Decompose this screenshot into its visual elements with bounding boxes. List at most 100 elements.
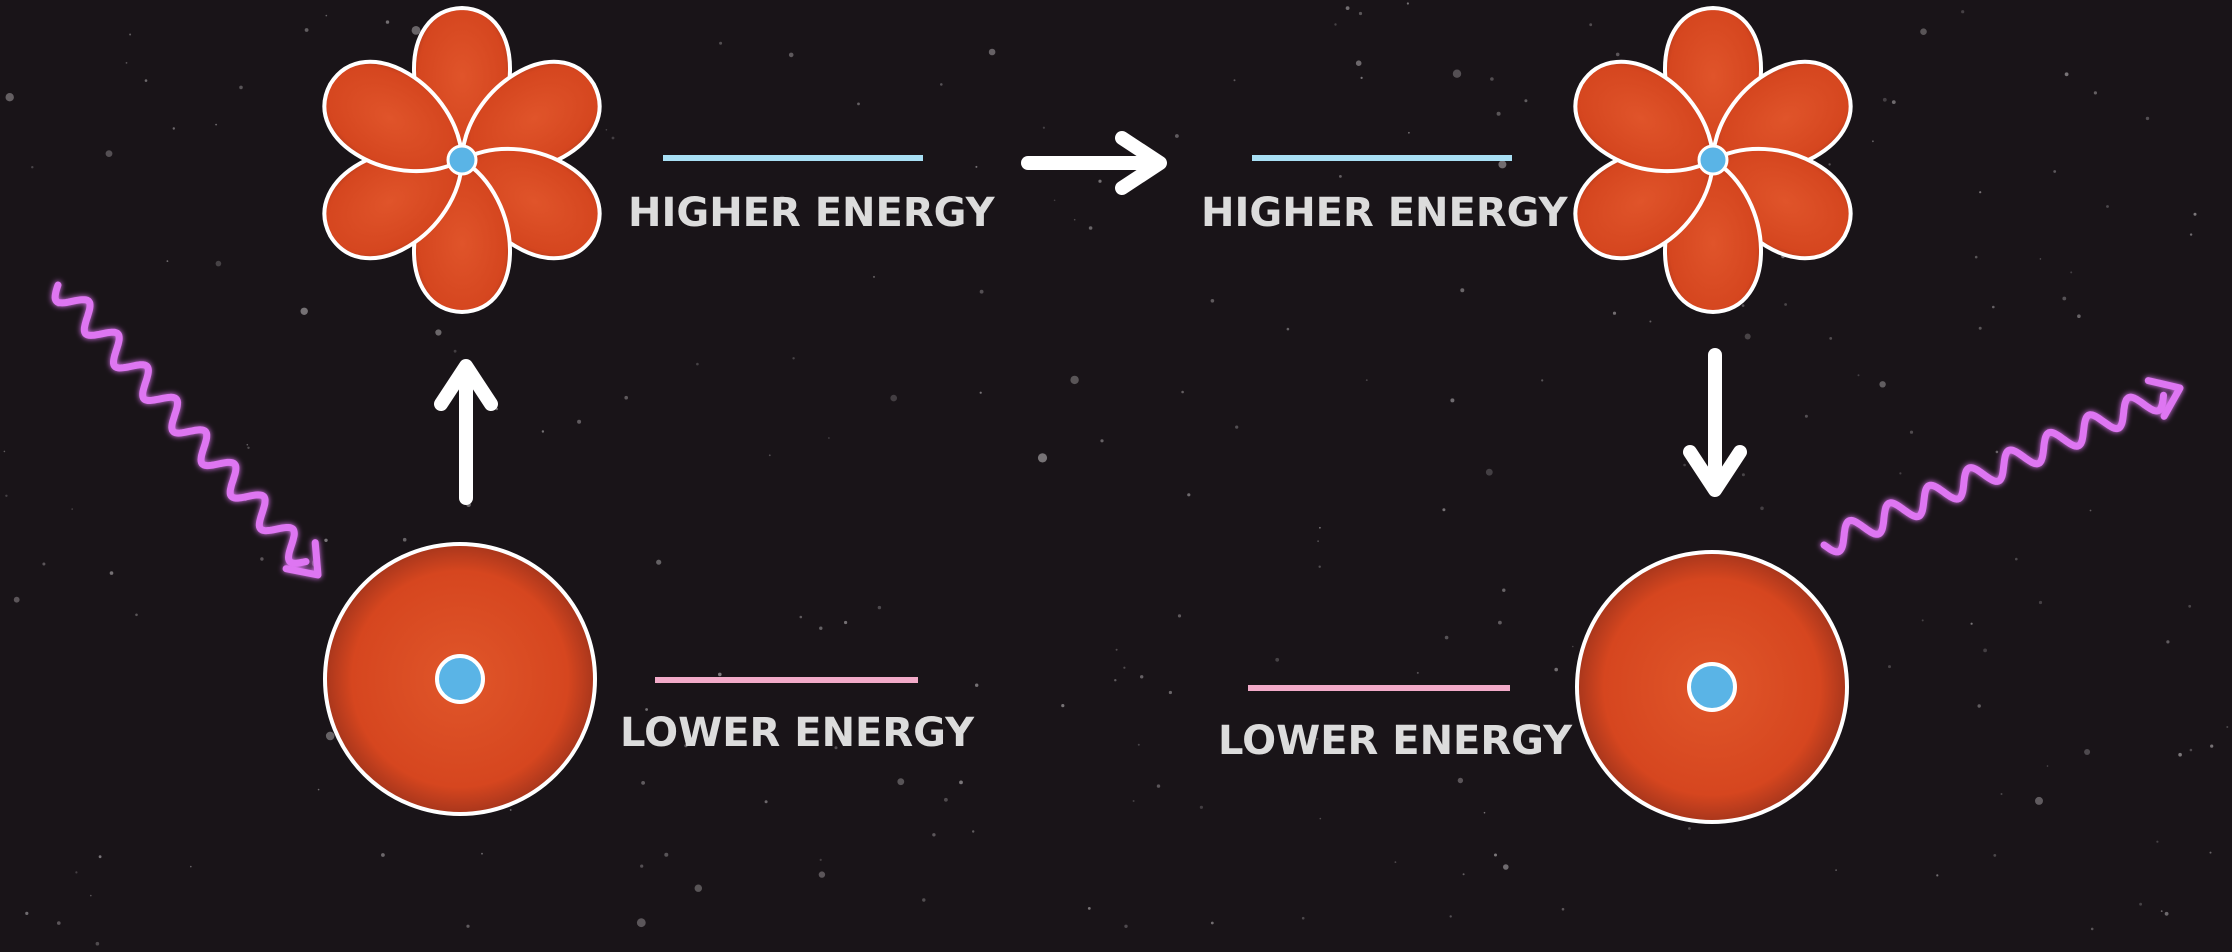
star [719, 41, 723, 45]
star [304, 28, 309, 32]
star [664, 852, 669, 857]
star [31, 166, 34, 169]
star [1319, 817, 1322, 820]
star [1589, 23, 1593, 27]
star [1073, 218, 1076, 221]
lower-energy-label-left: LOWER ENERGY [620, 710, 975, 756]
star [1460, 288, 1465, 293]
star [1339, 175, 1342, 178]
star [1899, 472, 1902, 475]
star [818, 871, 826, 878]
star [1114, 679, 1117, 682]
star [402, 537, 407, 542]
star [1612, 311, 1617, 315]
star [1829, 337, 1833, 340]
star [3, 450, 6, 453]
star [1485, 468, 1493, 476]
star [453, 349, 457, 353]
star [959, 780, 963, 785]
star [1365, 379, 1368, 381]
star [2053, 170, 2057, 173]
star [605, 129, 608, 131]
star [1936, 874, 1939, 877]
star [1490, 77, 1494, 81]
star [1462, 873, 1465, 876]
star [1037, 453, 1048, 463]
star [1394, 861, 1397, 863]
star [1199, 805, 1203, 809]
star [718, 672, 722, 677]
excited-orbital-right-icon [1573, 5, 1853, 315]
star [42, 562, 46, 566]
star [1615, 52, 1620, 57]
star [1857, 374, 1860, 377]
star [1137, 743, 1140, 746]
star [2084, 749, 2091, 755]
star [25, 911, 29, 916]
star [1318, 565, 1321, 568]
emitted-photon-wavy-arrow-icon [1820, 377, 2184, 556]
star [2178, 752, 2182, 757]
star [411, 26, 421, 35]
star [1416, 671, 1419, 674]
star [1061, 704, 1065, 708]
star [656, 559, 662, 565]
star [105, 150, 113, 158]
star [940, 83, 943, 86]
star [385, 20, 390, 24]
star [2089, 509, 2092, 512]
star [1561, 907, 1565, 911]
star [1286, 327, 1290, 331]
ground-orbital-right-icon [1575, 550, 1849, 824]
star [57, 921, 61, 925]
star [1301, 739, 1305, 743]
star [1177, 614, 1182, 618]
star [1070, 375, 1079, 385]
star [1995, 450, 1999, 454]
star [129, 33, 132, 36]
star [1115, 648, 1118, 651]
star [1992, 305, 1995, 309]
star [1408, 131, 1410, 134]
star [144, 79, 148, 82]
star [1444, 635, 1449, 640]
star [1872, 140, 1874, 143]
star [1760, 506, 1764, 511]
star [325, 731, 335, 741]
nucleus-icon [1697, 144, 1729, 176]
star [13, 596, 20, 603]
star [1891, 100, 1896, 104]
star [509, 809, 512, 811]
star [2166, 640, 2170, 644]
star [636, 918, 646, 928]
star [215, 260, 222, 267]
star [1168, 690, 1172, 695]
star [1140, 675, 1144, 679]
right-arrow-icon [1021, 131, 1167, 195]
star [481, 852, 483, 855]
star [1181, 390, 1184, 394]
star [819, 626, 823, 630]
star [857, 102, 860, 106]
star [645, 708, 648, 711]
excited-orbital-left-icon [322, 5, 602, 315]
star [1888, 665, 1891, 669]
down-arrow-icon [1683, 348, 1747, 497]
star [1502, 588, 1506, 592]
star [166, 260, 169, 262]
star [1909, 430, 1914, 434]
photon-arrowhead [2144, 377, 2184, 420]
higher-energy-label-left: HIGHER ENERGY [628, 190, 996, 236]
star [2062, 296, 2067, 301]
star [694, 884, 702, 892]
star [172, 127, 175, 130]
star [2139, 902, 2143, 906]
star [325, 14, 328, 17]
star [877, 605, 882, 610]
star [2070, 271, 2073, 274]
star [2038, 600, 2043, 605]
star [1175, 134, 1179, 138]
absorbed-photon-wavy-arrow-icon [51, 281, 322, 579]
star [2106, 205, 2109, 208]
